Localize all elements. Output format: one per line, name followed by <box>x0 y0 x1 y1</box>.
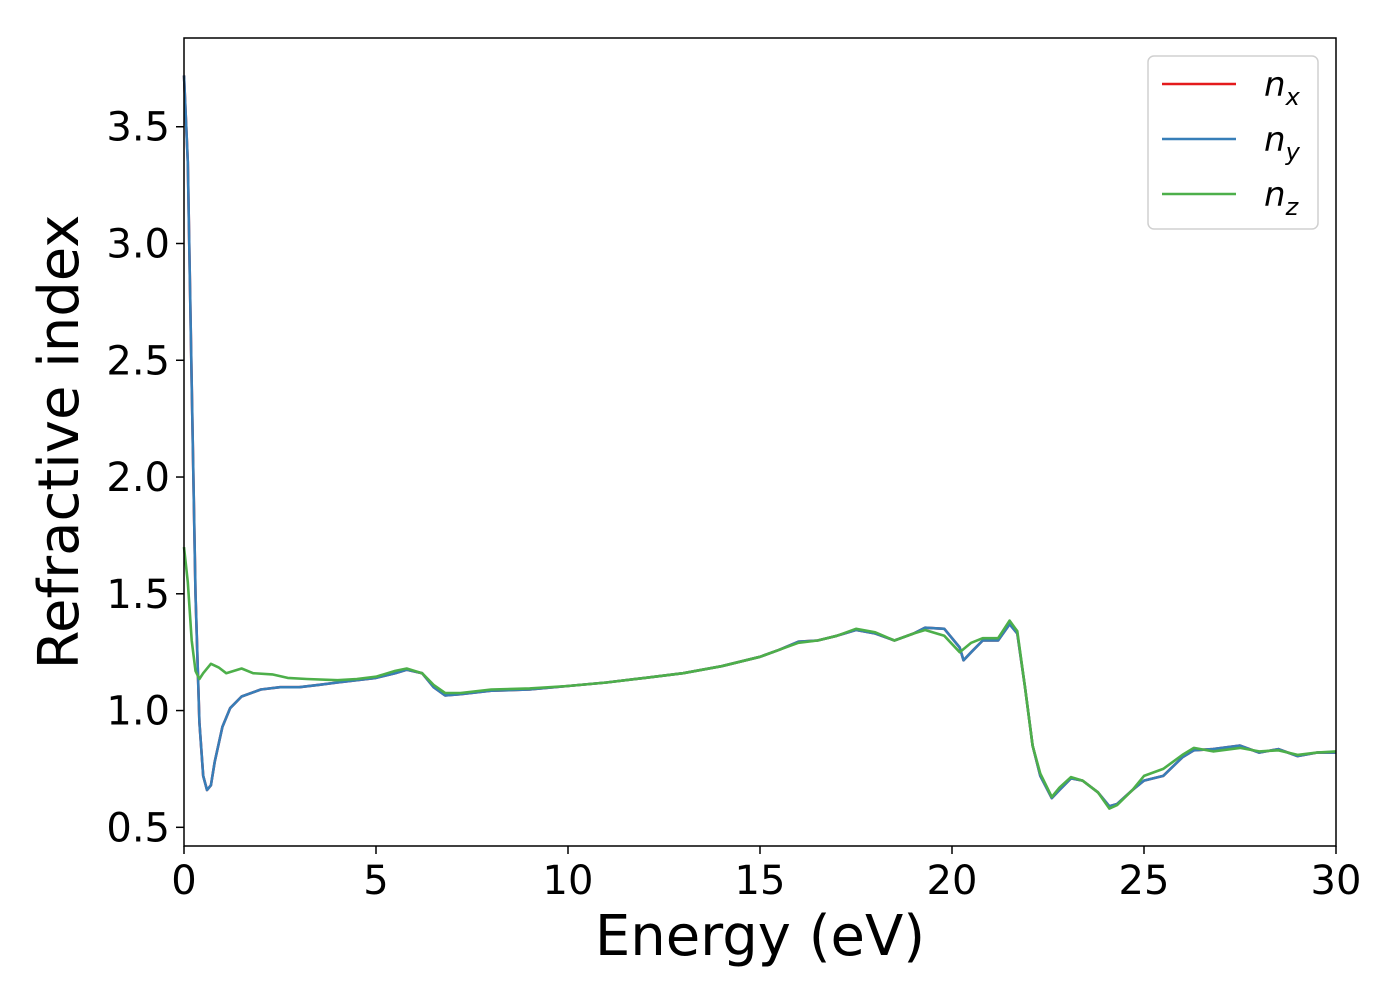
y-tick-label: 2.0 <box>106 455 170 501</box>
y-tick-label: 0.5 <box>106 805 170 851</box>
y-tick-label: 1.0 <box>106 689 170 735</box>
x-tick-label: 30 <box>1311 858 1362 904</box>
y-tick-label: 1.5 <box>106 572 170 618</box>
x-axis-label: Energy (eV) <box>595 904 925 969</box>
y-tick-label: 3.0 <box>106 222 170 268</box>
x-tick-label: 0 <box>171 858 196 904</box>
y-axis-label: Refractive index <box>27 215 92 670</box>
y-tick-label: 3.5 <box>106 105 170 151</box>
legend: nx ny nz <box>1147 55 1319 230</box>
y-tick-label: 2.5 <box>106 338 170 384</box>
x-tick-label: 10 <box>543 858 594 904</box>
y-axis: 0.5 1.0 1.5 2.0 2.5 3.0 3.5 <box>106 105 184 851</box>
x-tick-label: 5 <box>363 858 388 904</box>
x-axis: 0 5 10 15 20 25 30 <box>171 846 1361 904</box>
legend-label-n_x: nx <box>1264 65 1301 111</box>
series-line-n_z <box>182 546 1337 810</box>
legend-box <box>1147 55 1319 230</box>
series-lines <box>182 75 1337 810</box>
legend-label-n_y: ny <box>1264 120 1301 166</box>
legend-label-n_z: nz <box>1264 175 1300 221</box>
x-tick-label: 15 <box>735 858 786 904</box>
x-tick-label: 20 <box>927 858 978 904</box>
x-tick-label: 25 <box>1119 858 1170 904</box>
